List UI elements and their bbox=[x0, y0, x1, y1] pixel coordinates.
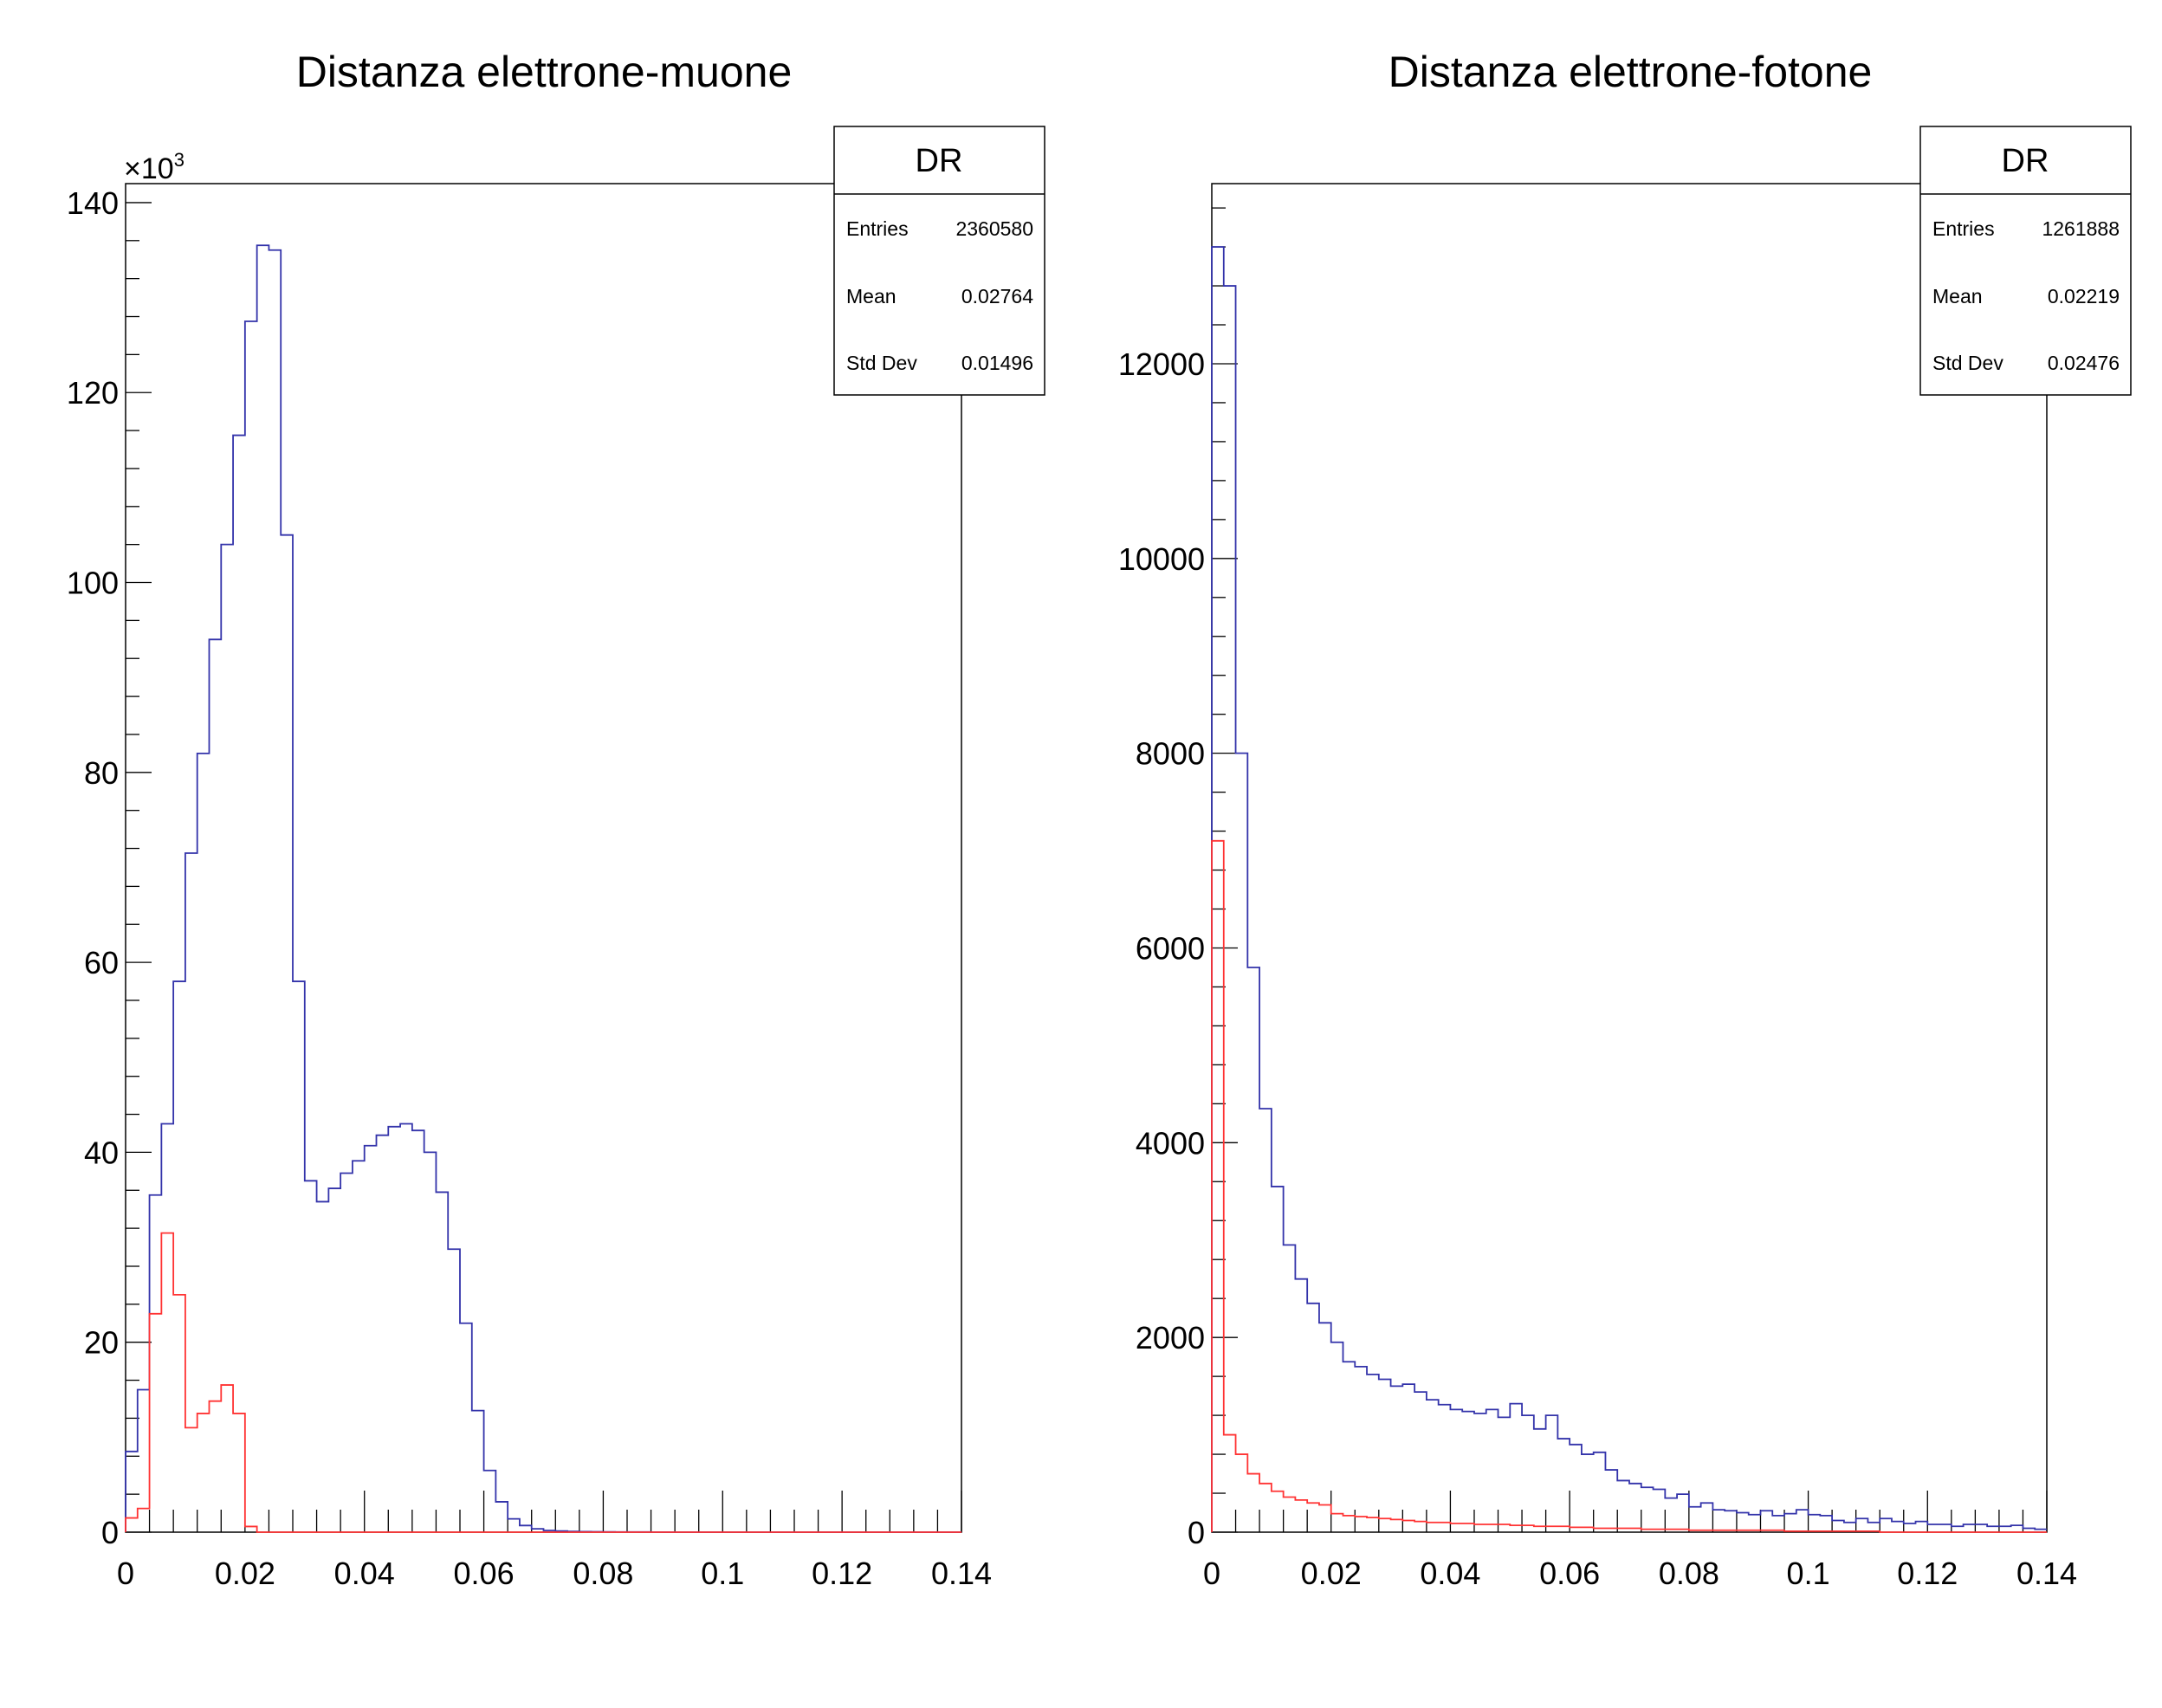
y-axis-multiplier: ×103 bbox=[124, 149, 184, 185]
x-tick-label: 0.08 bbox=[573, 1556, 633, 1591]
stats-value-entries: 2360580 bbox=[955, 217, 1033, 240]
stats-name: DR bbox=[916, 143, 963, 179]
histogram-series bbox=[1211, 246, 2047, 1533]
stats-value-mean: 0.02219 bbox=[2048, 285, 2120, 307]
panel-electron-photon: Distanza elettrone-fotone 0 0.02 0.04 0.06 0… bbox=[1118, 48, 2132, 1591]
y-tick-label: 100 bbox=[67, 566, 119, 601]
y-tick-label: 80 bbox=[84, 755, 119, 791]
stats-label-stddev: Std Dev bbox=[1932, 352, 2003, 374]
y-tick-label: 20 bbox=[84, 1325, 119, 1361]
y-tick-label: 6000 bbox=[1136, 930, 1205, 966]
x-tick-label: 0.04 bbox=[1420, 1556, 1480, 1591]
stats-value-stddev: 0.02476 bbox=[2048, 352, 2120, 374]
stats-box: DR Entries 1261888 Mean 0.02219 Std Dev … bbox=[1919, 126, 2132, 396]
x-tick-label: 0.12 bbox=[812, 1556, 872, 1591]
y-tick-label: 120 bbox=[67, 375, 119, 411]
stats-value-stddev: 0.01496 bbox=[961, 352, 1033, 374]
stats-value-mean: 0.02764 bbox=[961, 285, 1033, 307]
x-tick-label: 0.14 bbox=[2016, 1556, 2077, 1591]
histogram-series bbox=[125, 244, 961, 1533]
histogram-blue-line bbox=[125, 244, 961, 1533]
histogram-blue-line bbox=[1211, 246, 2047, 1532]
stats-label-mean: Mean bbox=[1932, 285, 1983, 307]
y-tick-label: 2000 bbox=[1136, 1320, 1205, 1355]
histogram-red-line bbox=[125, 1232, 961, 1533]
stats-label-entries: Entries bbox=[1932, 217, 1995, 240]
stats-name: DR bbox=[2002, 143, 2049, 179]
axes: 0 0.02 0.04 0.06 0.08 0.1 0.12 0.14 0 20 40 60 80 100… bbox=[67, 185, 992, 1591]
x-tick-label: 0.1 bbox=[701, 1556, 744, 1591]
panel-electron-muon: Distanza elettrone-muone 0 0.02 0.04 0.06 0.… bbox=[67, 48, 1045, 1591]
stats-value-entries: 1261888 bbox=[2042, 217, 2120, 240]
chart-title: Distanza elettrone-fotone bbox=[1388, 48, 1873, 96]
y-tick-label: 0 bbox=[101, 1515, 119, 1550]
stats-box-frame bbox=[833, 126, 1045, 396]
x-tick-label: 0.02 bbox=[1301, 1556, 1362, 1591]
y-tick-label: 4000 bbox=[1136, 1125, 1205, 1161]
stats-label-mean: Mean bbox=[846, 285, 897, 307]
y-tick-label: 60 bbox=[84, 945, 119, 980]
stats-label-entries: Entries bbox=[846, 217, 909, 240]
x-tick-label: 0.1 bbox=[1787, 1556, 1830, 1591]
x-tick-label: 0.04 bbox=[334, 1556, 395, 1591]
stats-box-frame bbox=[1919, 126, 2132, 396]
x-tick-label: 0.06 bbox=[454, 1556, 515, 1591]
y-tick-label: 40 bbox=[84, 1135, 119, 1170]
y-tick-label: 140 bbox=[67, 185, 119, 221]
y-tick-label: 10000 bbox=[1118, 541, 1205, 577]
axes: 0 0.02 0.04 0.06 0.08 0.1 0.12 0.14 0 2000 4000 600… bbox=[1118, 207, 2077, 1591]
stats-label-stddev: Std Dev bbox=[846, 352, 917, 374]
chart-title: Distanza elettrone-muone bbox=[296, 48, 793, 96]
x-tick-label: 0 bbox=[117, 1556, 134, 1591]
x-tick-label: 0 bbox=[1203, 1556, 1220, 1591]
stats-box: DR Entries 2360580 Mean 0.02764 Std Dev … bbox=[833, 126, 1045, 396]
y-tick-label: 12000 bbox=[1118, 346, 1205, 382]
x-tick-label: 0.14 bbox=[931, 1556, 992, 1591]
x-tick-label: 0.12 bbox=[1897, 1556, 1958, 1591]
y-tick-label: 0 bbox=[1188, 1515, 1205, 1550]
x-tick-label: 0.08 bbox=[1659, 1556, 1719, 1591]
x-tick-label: 0.06 bbox=[1539, 1556, 1600, 1591]
histogram-red-line bbox=[1211, 839, 2047, 1533]
y-tick-label: 8000 bbox=[1136, 736, 1205, 772]
x-tick-label: 0.02 bbox=[215, 1556, 275, 1591]
